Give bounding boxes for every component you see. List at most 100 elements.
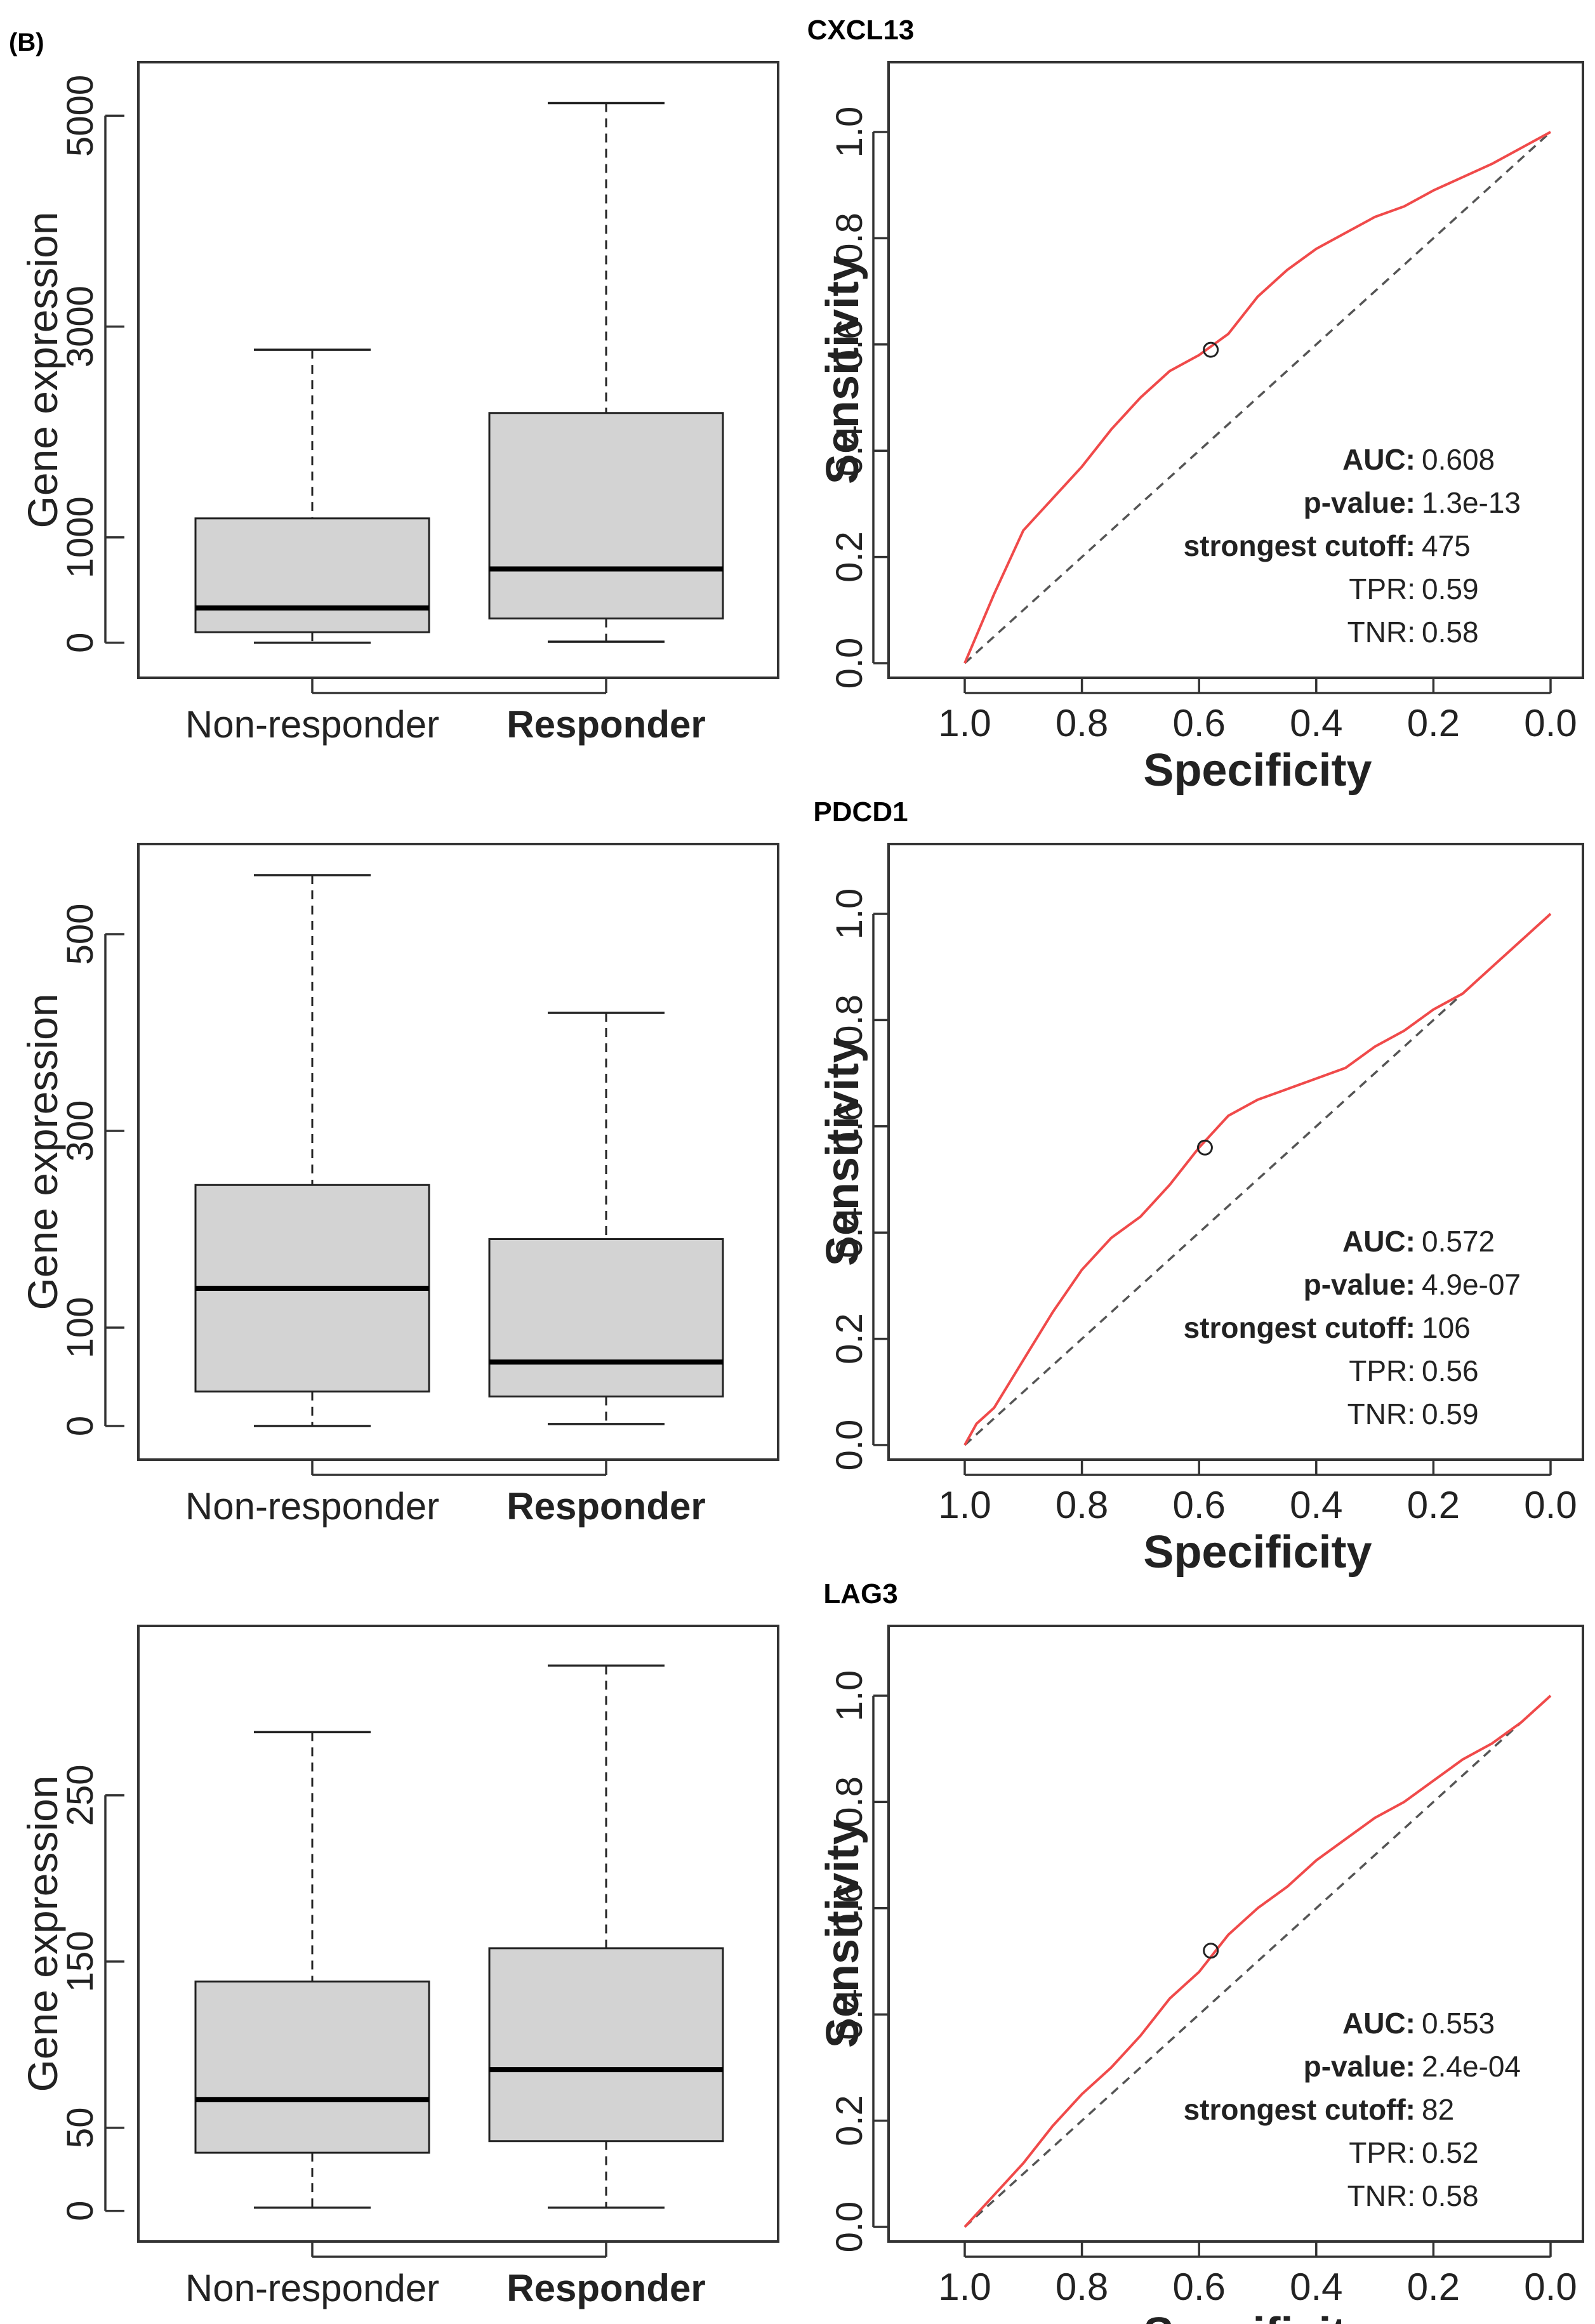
roc-x-tick-label: 0.6 [1172, 1484, 1225, 1526]
roc-x-tick-label: 1.0 [938, 702, 991, 744]
iqr-box [488, 412, 724, 620]
roc-curve [963, 1694, 1552, 2228]
roc-y-tick-label: 0.8 [829, 994, 870, 1046]
stat-value: 0.572 [1422, 1225, 1495, 1258]
iqr-box [488, 1238, 724, 1397]
gene-title: CXCL13 [807, 15, 915, 46]
stat-label: p-value: [1304, 486, 1415, 519]
box-non-responder [194, 874, 430, 1427]
stat-label: TPR: [1349, 2136, 1415, 2169]
roc-x-axis-title: Specificity [1143, 745, 1372, 796]
y-tick-label: 100 [60, 1297, 101, 1359]
roc-y-tick-label: 0.2 [829, 531, 870, 583]
iqr-box [194, 1980, 430, 2154]
cutoff-point [1203, 341, 1219, 358]
stat-label: strongest cutoff: [1184, 1311, 1415, 1344]
roc-y-axis-title: Sensitivity [817, 1038, 868, 1266]
roc-y-tick-label: 0.6 [829, 1882, 870, 1934]
roc-x-axis-title: Specificity [1143, 2309, 1372, 2324]
y-tick-label: 0 [60, 1416, 101, 1436]
reference-diagonal [963, 131, 1552, 664]
stat-label: strongest cutoff: [1184, 2093, 1415, 2126]
x-category-label: Responder [506, 703, 705, 746]
gene-panel-pdcd1: PDCD1 0 100 300 500 Gene expression Non-respon… [19, 796, 1584, 1578]
roc-y-tick-label: 0.0 [829, 1420, 870, 1471]
y-tick-label: 500 [60, 904, 101, 965]
roc-frame [887, 61, 1584, 679]
x-category-label: Responder [506, 2267, 705, 2309]
y-tick-label: 1000 [60, 496, 101, 578]
roc-x-tick-label: 0.0 [1524, 702, 1577, 744]
box-non-responder [194, 1731, 430, 2209]
stat-label: p-value: [1304, 2050, 1415, 2083]
boxplot-frame [137, 61, 779, 679]
box-responder [488, 1012, 724, 1425]
roc-y-tick-label: 1.0 [829, 888, 870, 940]
panel-tag: (B) [9, 29, 44, 56]
roc-frame [887, 843, 1584, 1461]
boxplot-frame [137, 843, 779, 1461]
roc-y-tick-label: 0.4 [829, 1989, 870, 2040]
roc-x-tick-label: 0.4 [1290, 2266, 1342, 2308]
iqr-box [194, 517, 430, 633]
box-responder [488, 1664, 724, 2209]
y-tick-label: 50 [60, 2108, 101, 2149]
stat-value: 0.56 [1422, 1354, 1479, 1387]
box-responder [488, 102, 724, 643]
roc-y-tick-label: 0.0 [829, 638, 870, 689]
roc-y-tick-label: 0.8 [829, 213, 870, 264]
stat-label: TNR: [1347, 616, 1415, 649]
x-category-label: Non-responder [185, 1485, 439, 1528]
y-axis-title: Gene expression [19, 994, 66, 1311]
x-category-label: Responder [506, 1485, 705, 1528]
gene-panel-cxcl13: CXCL13 0 1000 3000 5000 Gene expression Non-re… [19, 15, 1584, 796]
stat-value: 1.3e-13 [1422, 486, 1521, 519]
roc-plot: 1.0 0.0 0.8 0.2 0.6 0.4 0.4 0.6 0.2 0.8 0.0 1.0 Spec… [817, 61, 1584, 796]
roc-y-tick-label: 0.8 [829, 1776, 870, 1828]
stat-label: strongest cutoff: [1184, 529, 1415, 562]
roc-x-tick-label: 0.0 [1524, 1484, 1577, 1526]
roc-x-tick-label: 0.4 [1290, 1484, 1342, 1526]
roc-x-tick-label: 0.8 [1056, 2266, 1108, 2308]
roc-y-tick-label: 1.0 [829, 1670, 870, 1722]
stat-label: AUC: [1342, 2007, 1415, 2040]
stat-label: TNR: [1347, 2179, 1415, 2212]
stat-label: AUC: [1342, 1225, 1415, 1258]
roc-y-tick-label: 0.2 [829, 2095, 870, 2146]
stat-label: p-value: [1304, 1268, 1415, 1301]
stat-value: 0.58 [1422, 2179, 1479, 2212]
roc-x-tick-label: 0.8 [1056, 702, 1108, 744]
reference-diagonal [963, 913, 1552, 1446]
roc-y-axis-title: Sensitivity [817, 256, 868, 484]
reference-diagonal [963, 1694, 1552, 2228]
stat-value: 0.553 [1422, 2007, 1495, 2040]
stat-value: 82 [1422, 2093, 1454, 2126]
stat-value: 0.52 [1422, 2136, 1479, 2169]
stat-label: TNR: [1347, 1397, 1415, 1430]
stat-value: 4.9e-07 [1422, 1268, 1521, 1301]
stat-value: 106 [1422, 1311, 1471, 1344]
roc-y-tick-label: 0.6 [829, 319, 870, 370]
y-axis-title: Gene expression [19, 1776, 66, 2092]
gene-title: PDCD1 [813, 796, 908, 828]
roc-plot: 1.0 0.0 0.8 0.2 0.6 0.4 0.4 0.6 0.2 0.8 0.0 1.0 Spec… [817, 1625, 1584, 2324]
iqr-box [488, 1947, 724, 2142]
roc-curve [963, 913, 1552, 1446]
box-non-responder [194, 348, 430, 644]
roc-x-tick-label: 0.0 [1524, 2266, 1577, 2308]
roc-x-tick-label: 0.2 [1407, 2266, 1460, 2308]
stat-value: 0.59 [1422, 572, 1479, 605]
roc-y-tick-label: 0.4 [829, 1207, 870, 1258]
gene-title: LAG3 [823, 1578, 897, 1609]
stat-label: TPR: [1349, 572, 1415, 605]
x-category-label: Non-responder [185, 2267, 439, 2309]
roc-y-tick-label: 0.4 [829, 425, 870, 477]
y-tick-label: 5000 [60, 75, 101, 157]
boxplot: 0 100 300 500 Gene expression Non-responder Re… [19, 843, 779, 1528]
roc-plot: 1.0 0.0 0.8 0.2 0.6 0.4 0.4 0.6 0.2 0.8 0.0 1.0 Spec… [817, 843, 1584, 1578]
